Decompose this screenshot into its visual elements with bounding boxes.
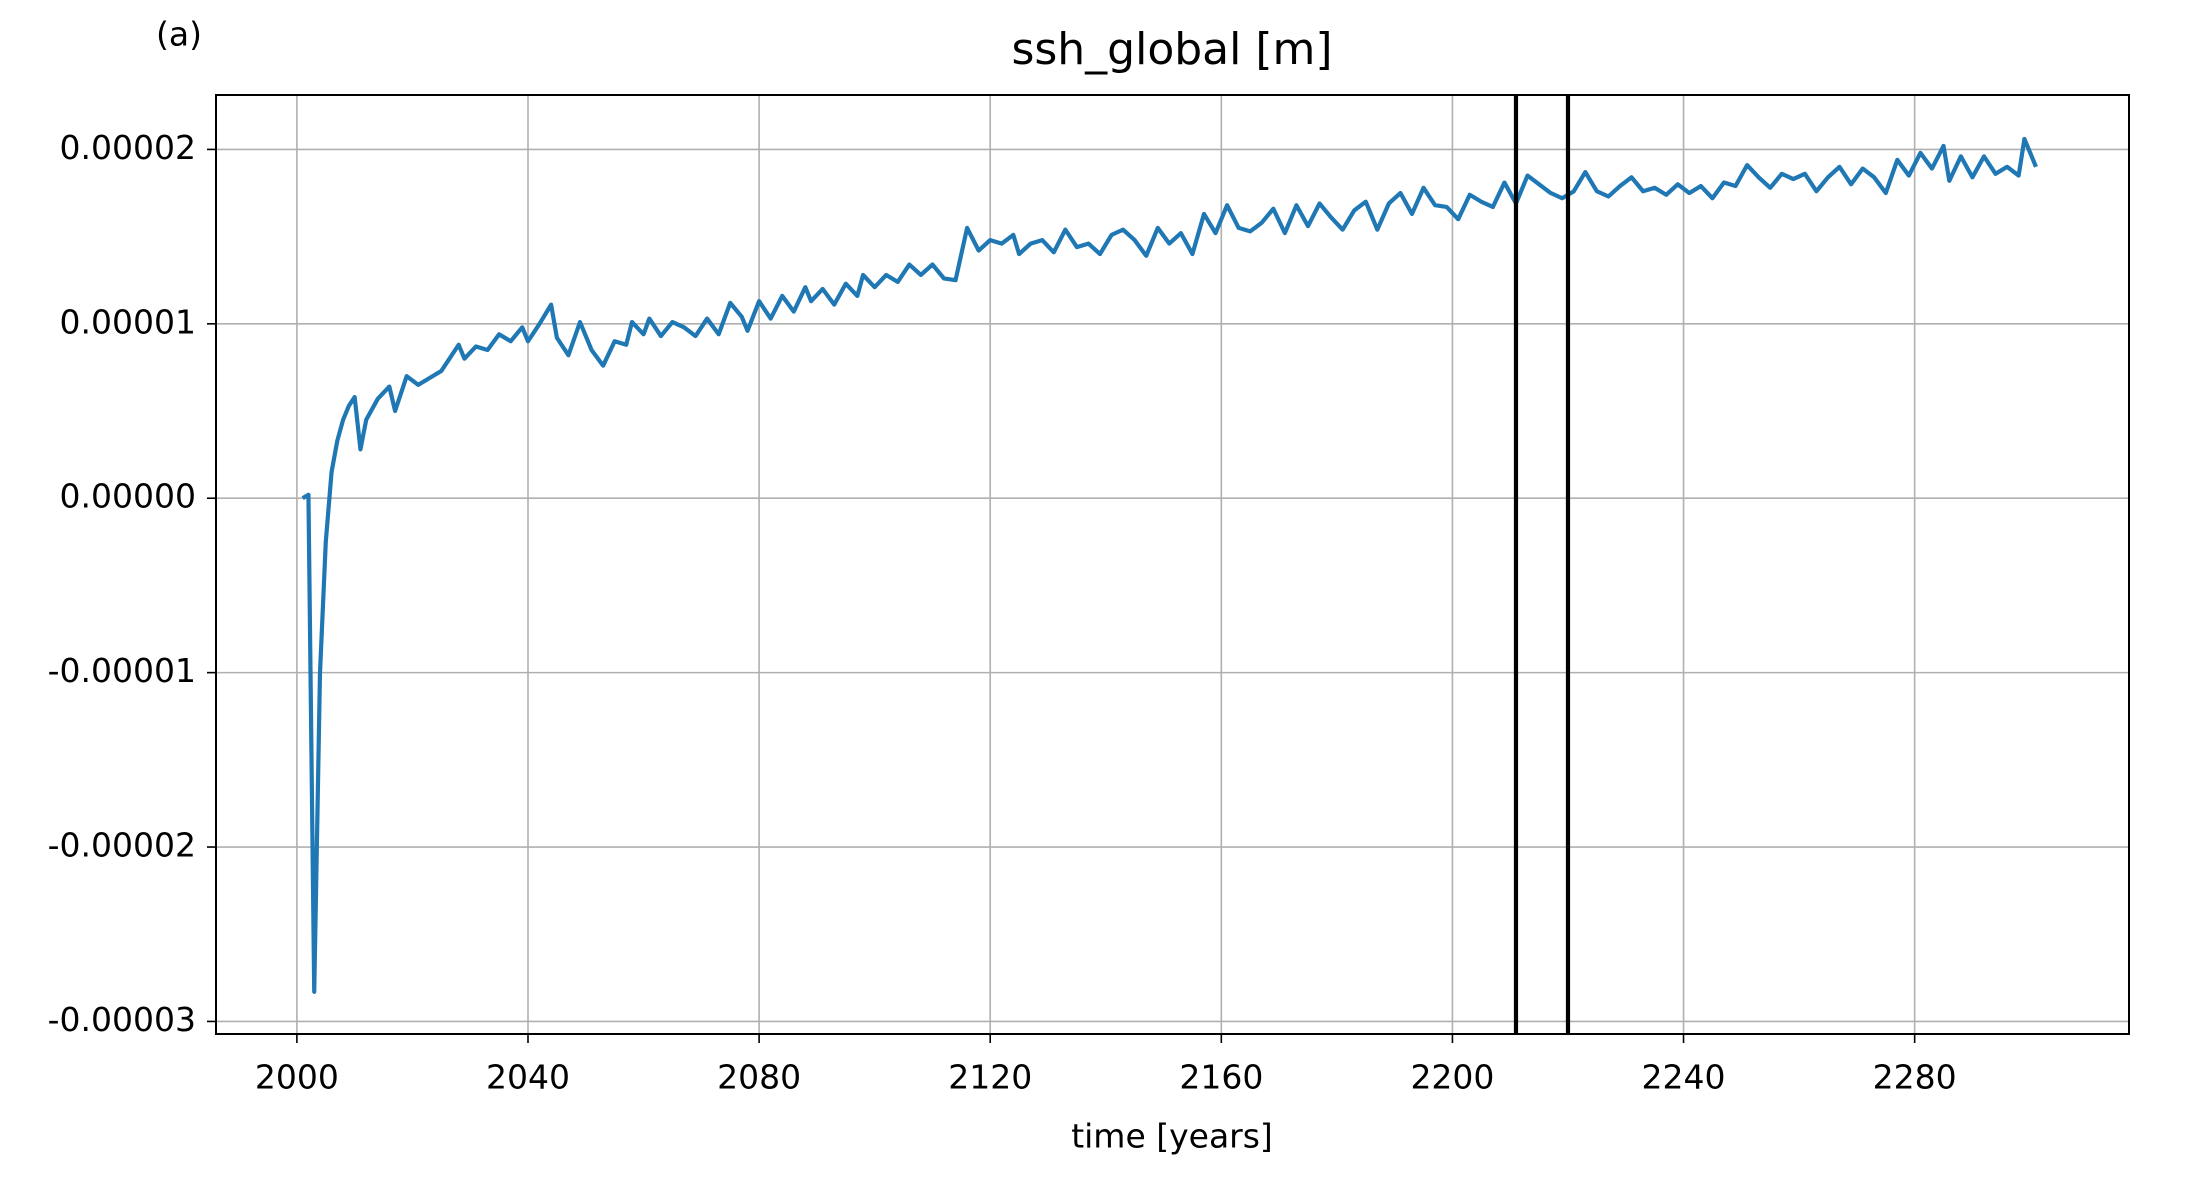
x-tick-label: 2200 <box>1410 1058 1494 1097</box>
y-tick-label: 0.00002 <box>60 128 196 167</box>
x-tick-label: 2000 <box>255 1058 339 1097</box>
x-tick-label: 2080 <box>717 1058 801 1097</box>
plot-frame <box>215 94 2130 1035</box>
series-line <box>301 136 2038 994</box>
x-axis-label: time [years] <box>1071 1117 1273 1156</box>
x-tick-label: 2240 <box>1642 1058 1726 1097</box>
x-tick-label: 2280 <box>1873 1058 1957 1097</box>
y-tick-label: -0.00003 <box>48 1000 196 1039</box>
y-tick-label: -0.00002 <box>48 826 196 865</box>
y-tick-label: 0.00000 <box>60 477 196 516</box>
y-tick-label: -0.00001 <box>48 651 196 690</box>
x-tick-label: 2160 <box>1179 1058 1263 1097</box>
panel-label: (a) <box>156 15 202 54</box>
chart-title: ssh_global [m] <box>1011 24 1332 75</box>
x-tick-label: 2120 <box>948 1058 1032 1097</box>
x-tick-label: 2040 <box>486 1058 570 1097</box>
y-tick-label: 0.00001 <box>60 302 196 341</box>
